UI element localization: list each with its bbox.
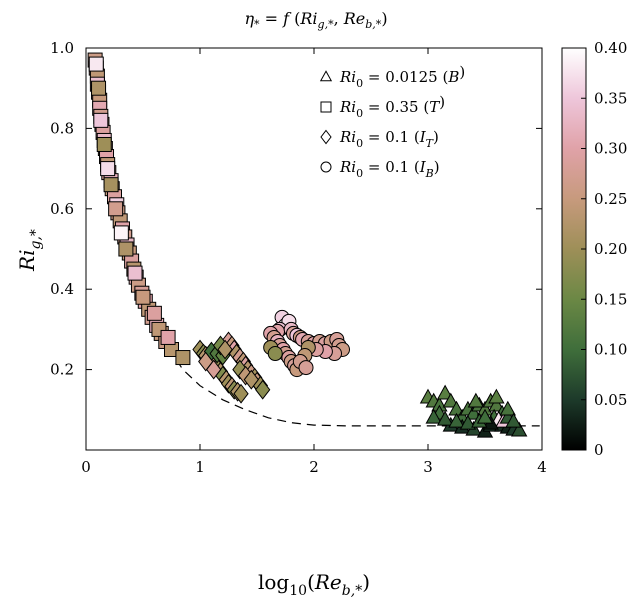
diamond-point	[233, 383, 249, 404]
colorbar-tick-label: 0.40	[594, 39, 627, 57]
diamond-point	[217, 339, 233, 360]
triangle-point	[505, 412, 522, 428]
triangle-point	[425, 408, 442, 424]
x-tick-label: 0	[81, 458, 91, 476]
y-tick-label: 0.6	[50, 200, 74, 218]
legend-triangle-icon	[319, 70, 333, 82]
legend-diamond-icon	[320, 129, 332, 145]
x-axis-label: log10(Reb,*)	[258, 570, 370, 599]
reference-curve	[167, 347, 540, 427]
triangle-point	[459, 414, 477, 430]
square-point	[91, 80, 107, 96]
reference-line	[167, 347, 540, 427]
square-point	[118, 241, 134, 257]
legend-entry: Ri0 = 0.0125 (B)	[339, 63, 465, 90]
x-tick-label: 4	[537, 458, 547, 476]
square-point	[127, 265, 143, 281]
axis-ticks: 0 1 2 3 4 0.2 0.4 0.6 0.8 1.0	[50, 39, 547, 476]
data-markers	[87, 52, 528, 438]
colorbar-tick-label: 0.10	[594, 341, 627, 359]
legend-entry: Ri0 = 0.1 (IB)	[339, 158, 440, 180]
legend-entry: Ri0 = 0.35 (T)	[339, 93, 445, 120]
diamond-point	[232, 359, 248, 380]
colorbar-ticks: 0 0.05 0.10 0.15 0.20 0.25 0.30 0.35 0.40	[581, 39, 627, 459]
square-point	[96, 136, 112, 152]
legend-square-icon	[320, 101, 332, 113]
triangle-point	[488, 388, 505, 404]
plot-area	[85, 47, 543, 451]
diamond-point	[255, 379, 271, 400]
colorbar-tick-label: 0.25	[594, 190, 627, 208]
triangle-point	[476, 408, 494, 424]
triangle-point	[448, 412, 465, 428]
triangle-point	[488, 396, 505, 412]
y-tick-label: 1.0	[50, 39, 74, 57]
colorbar-tick-label: 0.20	[594, 240, 627, 258]
square-point	[108, 201, 124, 217]
legend: Ri0 = 0.0125 (B) Ri0 = 0.35 (T) Ri0 = 0.1 …	[319, 63, 465, 180]
x-tick-label: 3	[423, 458, 433, 476]
square-point	[88, 56, 104, 72]
circle-point	[298, 360, 314, 376]
square-point	[135, 289, 151, 305]
colorbar-tick-label: 0.35	[594, 89, 627, 107]
y-tick-label: 0.2	[50, 361, 74, 379]
diamond-point	[243, 369, 259, 390]
colorbar-tick-label: 0.15	[594, 290, 627, 308]
colorbar-tick-label: 0.05	[594, 391, 627, 409]
triangle-point	[467, 392, 485, 408]
square-point	[175, 350, 191, 366]
square-point	[146, 305, 162, 321]
legend-entry: Ri0 = 0.1 (IT)	[339, 128, 439, 150]
square-point	[160, 329, 176, 345]
triangle-point	[465, 404, 482, 420]
diamond-point	[206, 359, 222, 380]
circle-point	[267, 346, 283, 362]
x-tick-label: 2	[309, 458, 319, 476]
triangle-point	[436, 384, 454, 400]
y-tick-label: 0.8	[50, 119, 74, 137]
triangle-point	[499, 400, 516, 416]
triangle-point	[511, 421, 528, 437]
square-point	[113, 225, 129, 241]
square-point	[93, 112, 109, 128]
square-point	[100, 161, 116, 177]
x-tick-label: 1	[195, 458, 205, 476]
chart-title: η* = f (Rig,*, Reb,*)	[244, 9, 387, 31]
y-axis-label: Rig,*	[15, 229, 44, 272]
colorbar-tick-label: 0.30	[594, 140, 627, 158]
square-point	[103, 177, 119, 193]
legend-circle-icon	[320, 161, 332, 173]
colorbar-tick-label: 0	[594, 441, 604, 459]
triangle-point	[442, 392, 459, 408]
triangle-point	[436, 410, 454, 426]
y-tick-label: 0.4	[50, 280, 74, 298]
